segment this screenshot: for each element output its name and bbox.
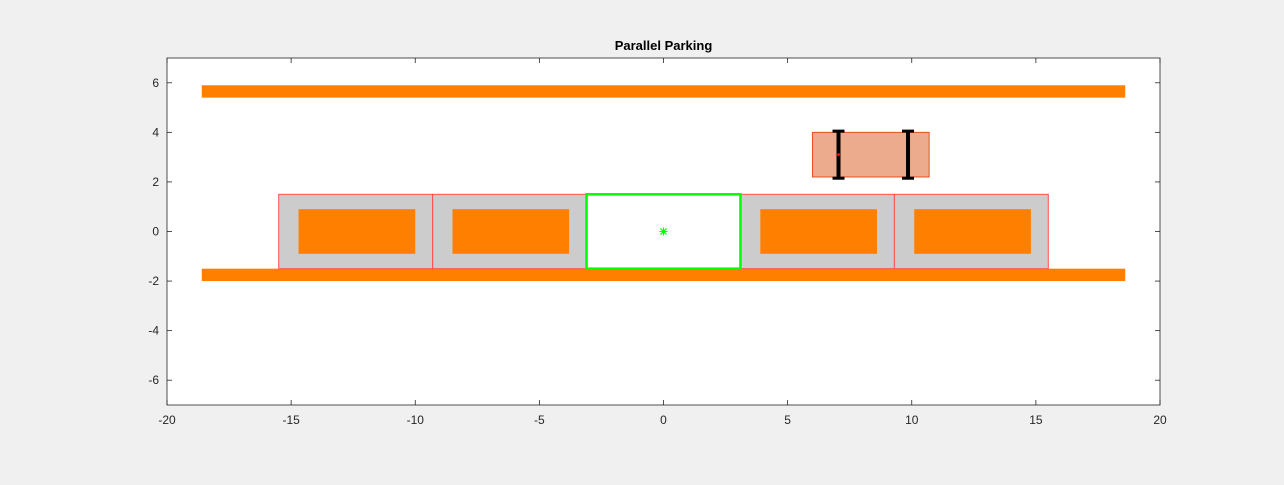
x-tick-label: -10 xyxy=(407,413,425,427)
ego-reference-point xyxy=(837,153,841,157)
x-tick-label: -15 xyxy=(282,413,300,427)
x-tick-label: -5 xyxy=(534,413,545,427)
x-tick-label: 15 xyxy=(1029,413,1043,427)
y-tick-label: 0 xyxy=(152,225,159,239)
plot-area xyxy=(201,85,1126,282)
x-tick-label: 0 xyxy=(660,413,667,427)
y-tick-label: 2 xyxy=(152,175,159,189)
wall xyxy=(201,268,1126,282)
ego-car xyxy=(811,131,930,178)
y-tick-label: -6 xyxy=(148,373,159,387)
parked-car xyxy=(760,209,877,254)
y-tick-label: -4 xyxy=(148,324,159,338)
target-marker xyxy=(659,227,668,236)
parked-car xyxy=(452,209,570,254)
wheel xyxy=(902,129,915,180)
y-tick-label: -2 xyxy=(148,274,159,288)
chart-title: Parallel Parking xyxy=(615,38,713,53)
wall xyxy=(201,85,1126,98)
x-tick-label: -20 xyxy=(158,413,176,427)
parked-car xyxy=(914,209,1031,254)
target-marker-stroke xyxy=(660,228,667,235)
y-tick-label: 4 xyxy=(152,125,159,139)
x-tick-label: 10 xyxy=(905,413,919,427)
parked-car xyxy=(298,209,416,254)
y-tick-label: 6 xyxy=(152,76,159,90)
x-tick-label: 20 xyxy=(1153,413,1167,427)
x-tick-label: 5 xyxy=(784,413,791,427)
